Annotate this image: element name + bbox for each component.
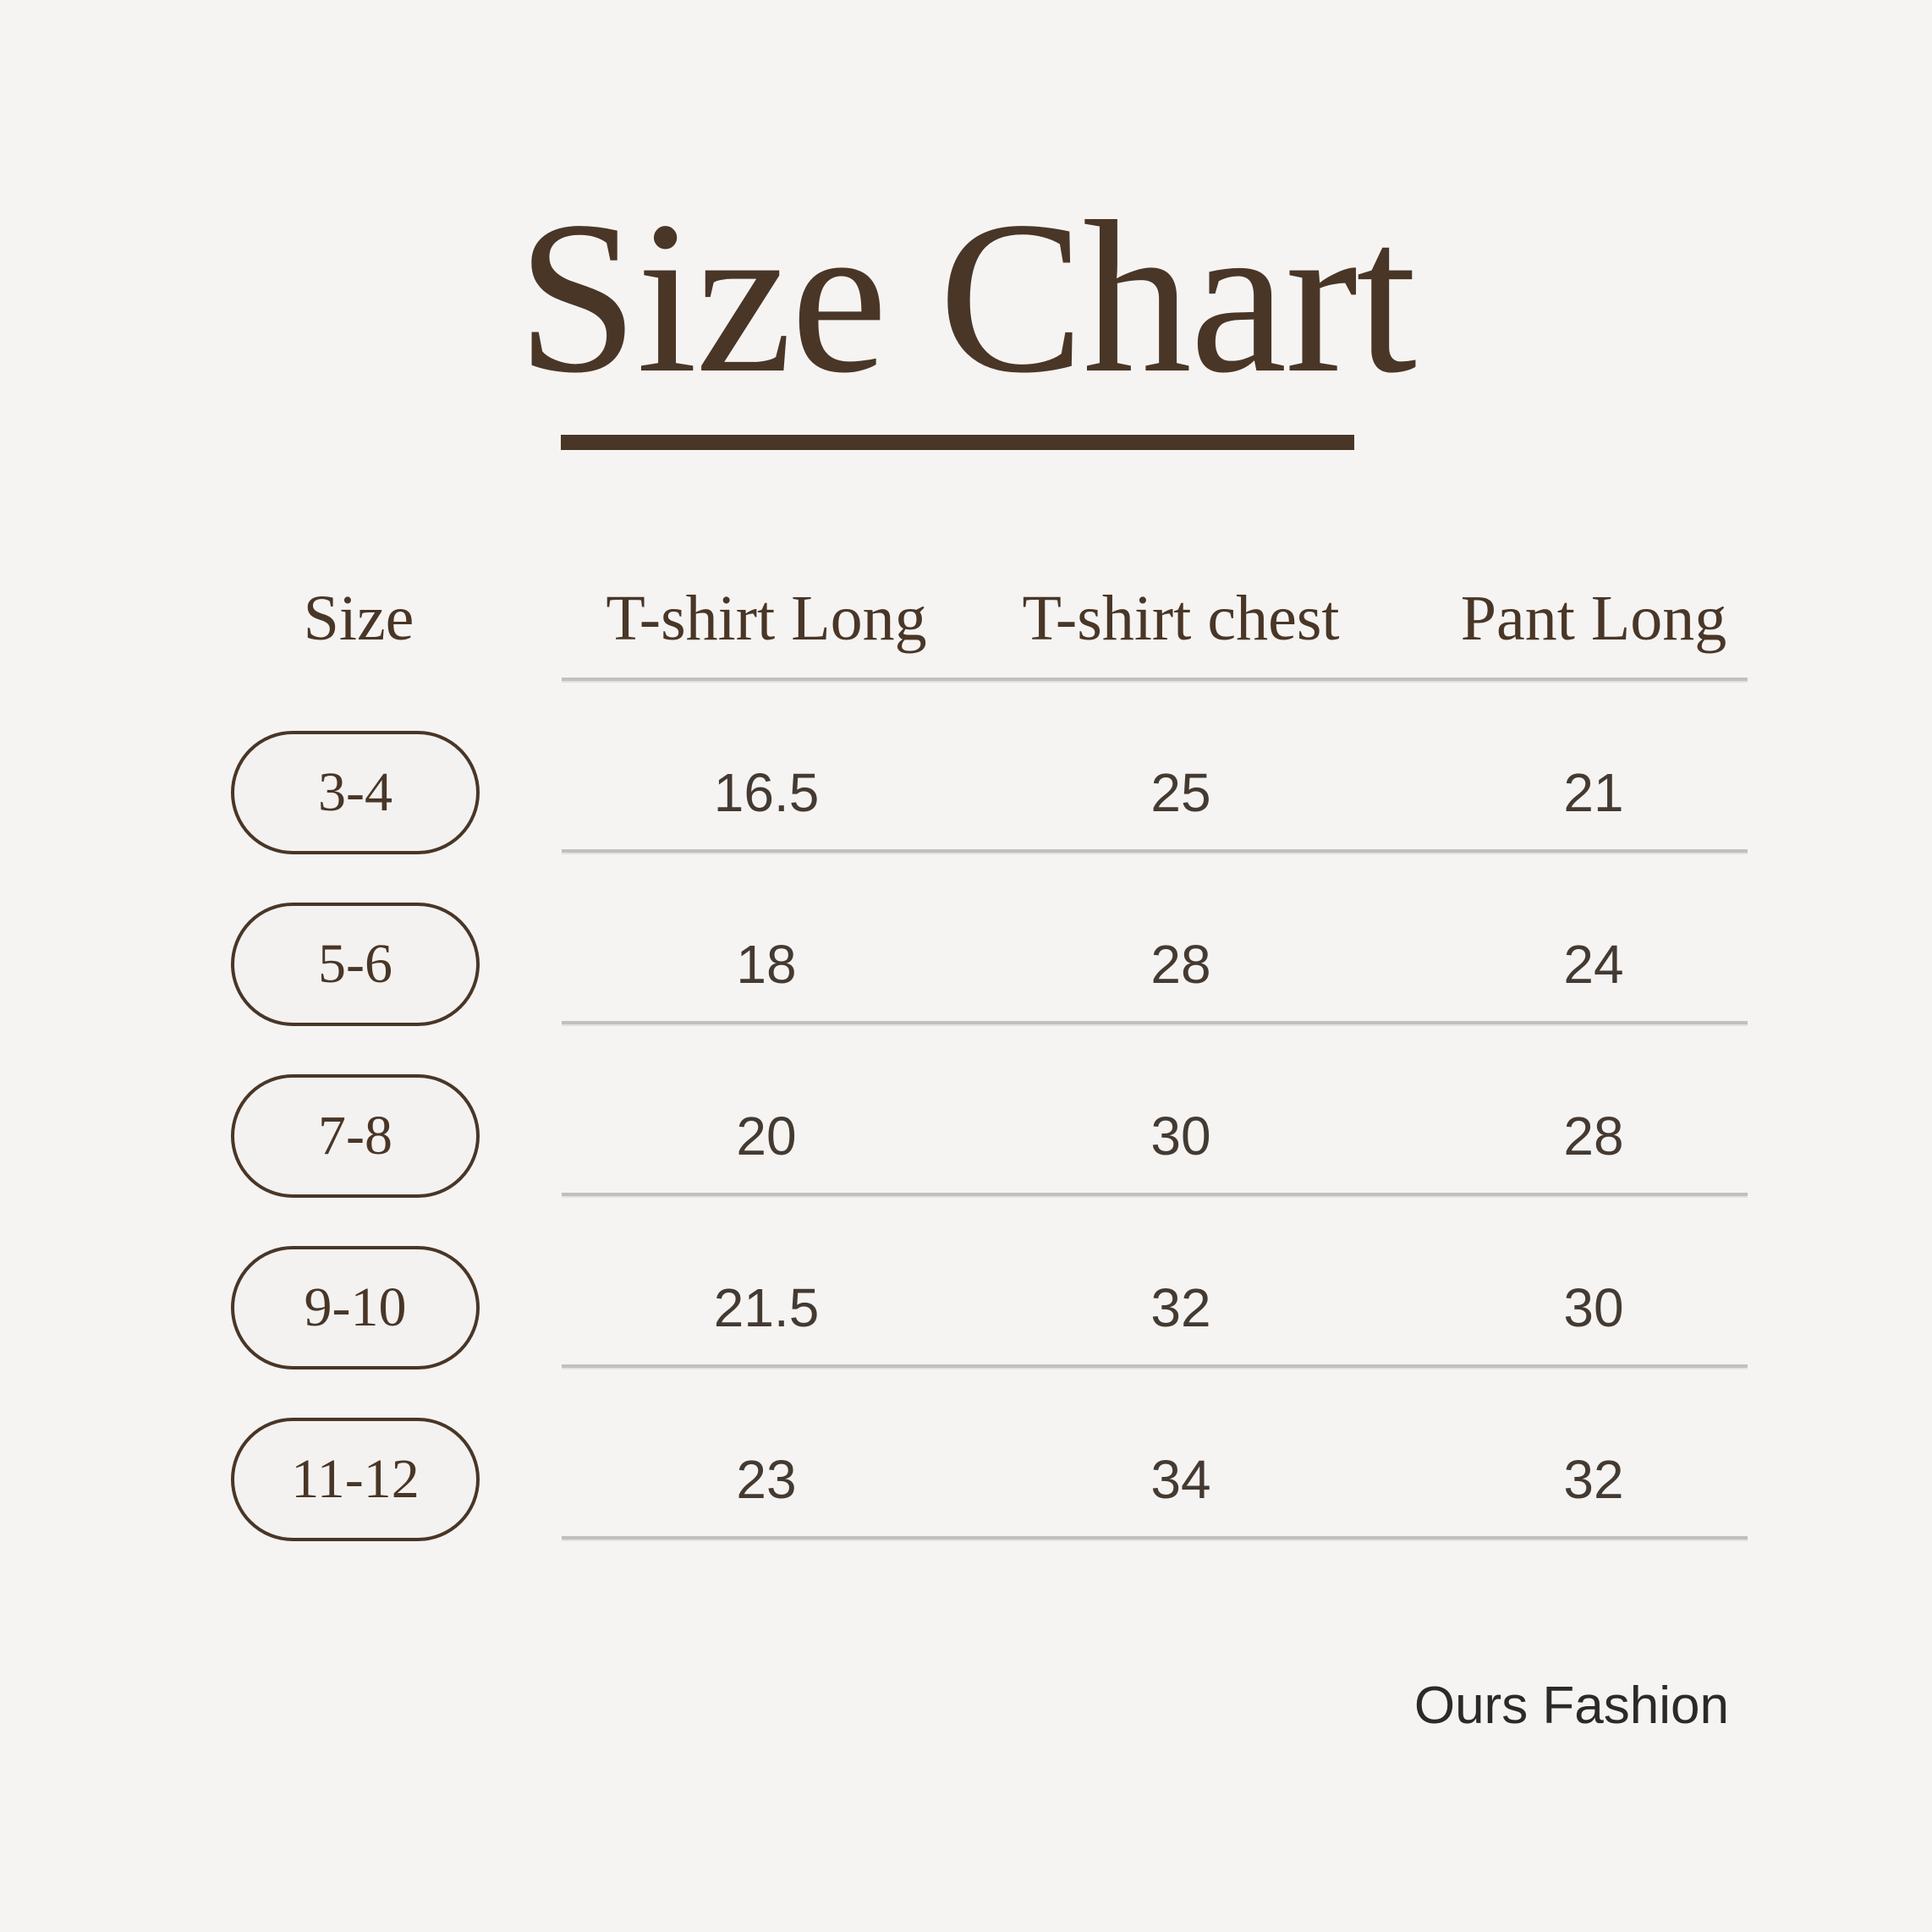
brand-name: Ours Fashion xyxy=(1413,1677,1729,1735)
row-divider xyxy=(562,1193,1748,1198)
size-pill: 11-12 xyxy=(231,1418,480,1541)
column-header-tshirt-chest: T-shirt chest xyxy=(1022,583,1340,654)
cell-tshirt-long: 18 xyxy=(736,934,797,995)
size-pill-label: 11-12 xyxy=(291,1448,420,1510)
row-divider xyxy=(562,1021,1748,1026)
cell-pant-long: 24 xyxy=(1563,934,1624,995)
size-pill-label: 5-6 xyxy=(318,933,392,995)
column-header-pant-long: Pant Long xyxy=(1460,583,1727,654)
cell-tshirt-long: 20 xyxy=(736,1106,797,1166)
size-pill-label: 7-8 xyxy=(318,1105,392,1166)
cell-pant-long: 32 xyxy=(1563,1449,1624,1510)
page-title: Size Chart xyxy=(517,176,1417,418)
row-divider xyxy=(562,1536,1748,1541)
cell-tshirt-chest: 28 xyxy=(1150,934,1211,995)
title-underline xyxy=(561,435,1354,450)
cell-tshirt-chest: 34 xyxy=(1150,1449,1211,1510)
column-header-size: Size xyxy=(303,583,414,654)
cell-pant-long: 28 xyxy=(1563,1106,1624,1166)
cell-tshirt-chest: 32 xyxy=(1150,1277,1211,1338)
size-pill: 7-8 xyxy=(231,1074,480,1198)
cell-pant-long: 21 xyxy=(1563,762,1624,823)
size-pill: 5-6 xyxy=(231,903,480,1026)
cell-tshirt-long: 23 xyxy=(736,1449,797,1510)
cell-tshirt-chest: 30 xyxy=(1150,1106,1211,1166)
cell-tshirt-chest: 25 xyxy=(1150,762,1211,823)
column-header-tshirt-long: T-shirt Long xyxy=(606,583,927,654)
size-pill: 3-4 xyxy=(231,731,480,854)
cell-tshirt-long: 16.5 xyxy=(713,762,820,823)
row-divider xyxy=(562,678,1748,683)
row-divider xyxy=(562,849,1748,854)
cell-tshirt-long: 21.5 xyxy=(713,1277,820,1338)
size-pill-label: 9-10 xyxy=(304,1276,407,1338)
cell-pant-long: 30 xyxy=(1563,1277,1624,1338)
size-pill: 9-10 xyxy=(231,1246,480,1369)
row-divider xyxy=(562,1364,1748,1369)
size-pill-label: 3-4 xyxy=(318,761,392,823)
